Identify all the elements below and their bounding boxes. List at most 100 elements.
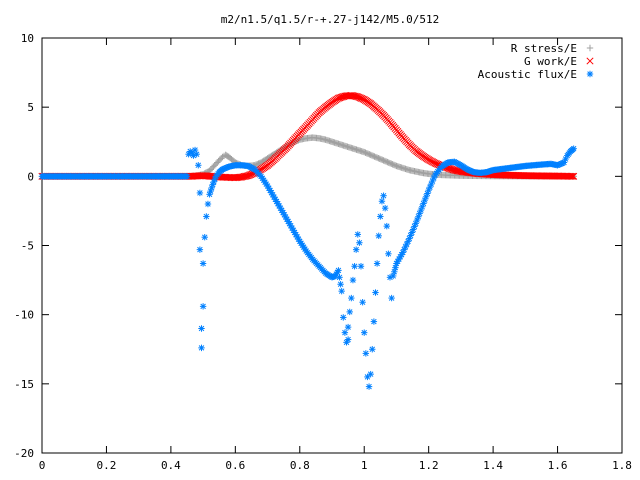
x-tick-label: 1.8 (612, 459, 632, 472)
marker-stroke (273, 198, 280, 205)
marker-stroke (434, 160, 442, 168)
legend-label: R stress/E (511, 42, 577, 55)
data-point (198, 344, 205, 352)
marker-stroke (570, 172, 578, 180)
marker-stroke (203, 213, 210, 220)
marker-stroke (377, 213, 384, 220)
data-point (570, 172, 578, 180)
data-point (219, 153, 226, 161)
data-point (362, 350, 370, 357)
marker-stroke (354, 93, 362, 101)
marker-stroke (435, 161, 443, 169)
marker-stroke (193, 151, 200, 157)
marker-stroke (337, 93, 345, 101)
marker-stroke (198, 345, 205, 351)
marker-stroke (205, 201, 211, 207)
data-point (351, 263, 358, 270)
y-tick-label: -20 (14, 447, 34, 460)
data-point (344, 336, 352, 343)
marker-stroke (361, 329, 367, 336)
marker-stroke (280, 209, 286, 216)
marker-stroke (278, 207, 285, 214)
marker-stroke (356, 239, 363, 246)
marker-stroke (382, 205, 388, 211)
marker-stroke (366, 383, 372, 390)
data-point (183, 173, 191, 180)
x-tick-label: 1.2 (419, 459, 439, 472)
marker-stroke (374, 260, 380, 267)
data-point (354, 231, 361, 238)
marker-stroke (272, 196, 279, 203)
marker-stroke (568, 172, 576, 180)
series-layer (38, 91, 578, 390)
marker-stroke (200, 260, 206, 267)
data-point (199, 303, 207, 310)
y-tick-label: 10 (21, 32, 34, 45)
data-point (377, 213, 384, 220)
marker-stroke (334, 94, 342, 102)
data-point (352, 92, 361, 101)
marker-stroke (385, 251, 392, 257)
marker-stroke (291, 229, 298, 236)
marker-stroke (264, 183, 271, 189)
marker-stroke (356, 94, 364, 102)
marker-stroke (392, 264, 399, 271)
marker-stroke (288, 223, 294, 229)
marker-stroke (444, 164, 452, 172)
marker-stroke (201, 234, 208, 240)
marker-stroke (289, 225, 295, 231)
data-point (348, 294, 355, 302)
marker-stroke (286, 220, 293, 227)
marker-stroke (290, 227, 297, 234)
marker-stroke (206, 191, 213, 198)
data-point (336, 94, 344, 102)
data-point (195, 162, 202, 169)
marker-stroke (587, 71, 593, 77)
marker-stroke (200, 303, 206, 310)
data-point (337, 93, 345, 101)
marker-stroke (342, 329, 348, 336)
data-point (390, 272, 397, 280)
marker-stroke (448, 165, 456, 173)
data-point (196, 189, 204, 197)
series-2 (38, 145, 577, 390)
data-point (568, 172, 576, 180)
marker-stroke (359, 299, 366, 305)
marker-stroke (379, 198, 385, 204)
y-tick-label: 0 (27, 170, 34, 183)
marker-stroke (293, 231, 299, 238)
marker-stroke (350, 277, 356, 283)
marker-stroke (197, 246, 203, 253)
data-point (369, 346, 376, 353)
marker-stroke (294, 234, 300, 240)
marker-stroke (267, 187, 273, 194)
data-point (203, 213, 210, 220)
marker-stroke (352, 92, 361, 101)
marker-stroke (295, 236, 302, 242)
x-tick-label: 0.4 (161, 459, 181, 472)
marker-stroke (371, 318, 377, 325)
data-point (198, 325, 205, 332)
data-point (361, 329, 368, 336)
marker-stroke (275, 200, 281, 207)
data-point (373, 260, 381, 267)
data-point (204, 200, 212, 208)
data-point (243, 172, 251, 180)
data-point (375, 232, 382, 240)
data-point (356, 239, 363, 246)
y-tick-label: -5 (21, 240, 34, 253)
marker-stroke (391, 269, 398, 275)
marker-stroke (281, 212, 288, 218)
marker-stroke (337, 281, 344, 287)
marker-stroke (266, 185, 272, 191)
marker-stroke (358, 263, 364, 270)
marker-stroke (271, 194, 277, 200)
marker-stroke (353, 246, 359, 253)
x-tick-label: 0.8 (290, 459, 310, 472)
data-point (567, 172, 575, 180)
marker-stroke (445, 164, 453, 173)
x-tick-label: 1.6 (548, 459, 568, 472)
marker-stroke (184, 173, 190, 180)
x-tick-label: 0.6 (225, 459, 245, 472)
marker-stroke (367, 371, 374, 377)
